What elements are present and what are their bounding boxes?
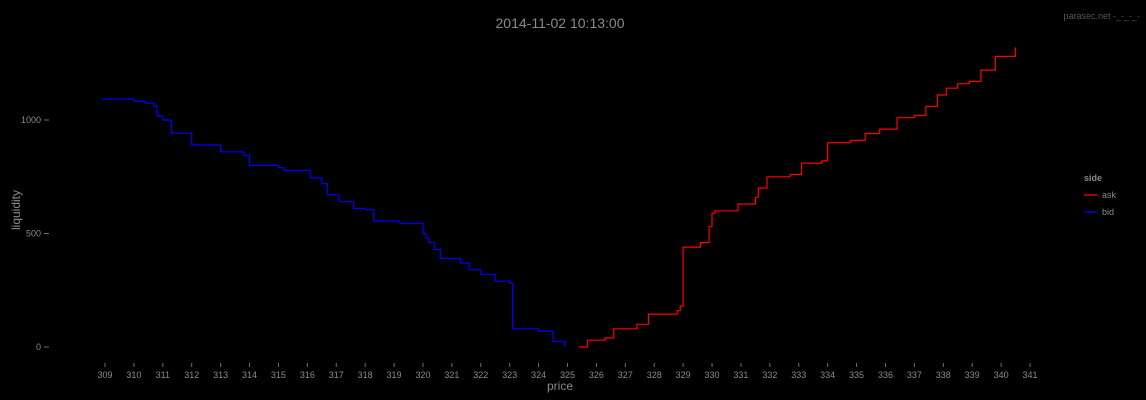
x-tick-label: 331 [733,370,748,380]
ask-series-line [579,47,1017,348]
chart-title: 2014-11-02 10:13:00 [496,15,625,31]
x-tick-label: 312 [184,370,199,380]
x-tick-label: 310 [126,370,141,380]
x-tick-label: 311 [156,370,170,380]
x-tick-label: 339 [965,370,980,380]
x-tick-label: 324 [531,370,546,380]
legend-title: side [1084,173,1102,183]
x-tick-label: 309 [97,370,112,380]
x-tick-label: 318 [358,370,373,380]
legend-label-ask: ask [1102,190,1117,200]
x-tick-label: 340 [994,370,1009,380]
y-axis-label: liquidity [9,190,23,230]
x-axis-label: price [547,379,573,393]
x-tick-label: 335 [849,370,864,380]
x-axis: 309 310 311 312 313 314 315 316 317 318 319 320 321 3… [97,363,1038,380]
legend-items: ask bid [1084,190,1117,217]
x-tick-label: 319 [387,370,402,380]
x-tick-label: 332 [762,370,777,380]
x-tick-label: 326 [589,370,604,380]
x-tick-label: 316 [300,370,315,380]
y-axis: 0 500 1000 [21,115,49,352]
x-tick-label: 317 [329,370,344,380]
x-tick-label: 323 [502,370,517,380]
x-tick-label: 325 [560,370,575,380]
x-tick-label: 313 [213,370,228,380]
y-tick-label: 1000 [21,115,41,125]
x-tick-label: 321 [444,370,459,380]
x-tick-label: 337 [907,370,922,380]
x-tick-label: 330 [705,370,720,380]
plot-area [102,47,1017,348]
x-tick-label: 328 [647,370,662,380]
x-tick-label: 327 [618,370,633,380]
x-tick-label: 338 [936,370,951,380]
watermark-text: parasec.net -_-_-_- [1063,11,1140,21]
legend: side ask bid [1084,173,1117,217]
x-tick-label: 336 [878,370,893,380]
x-tick-label: 341 [1022,370,1037,380]
legend-label-bid: bid [1102,207,1114,217]
y-tick-label: 500 [26,229,41,239]
x-tick-label: 315 [271,370,286,380]
x-tick-label: 329 [676,370,691,380]
y-tick-label: 0 [36,342,41,352]
x-tick-label: 322 [473,370,488,380]
bid-series-line [102,98,566,347]
x-tick-label: 320 [415,370,430,380]
x-tick-label: 333 [791,370,806,380]
x-tick-label: 334 [820,370,835,380]
x-tick-label: 314 [242,370,257,380]
